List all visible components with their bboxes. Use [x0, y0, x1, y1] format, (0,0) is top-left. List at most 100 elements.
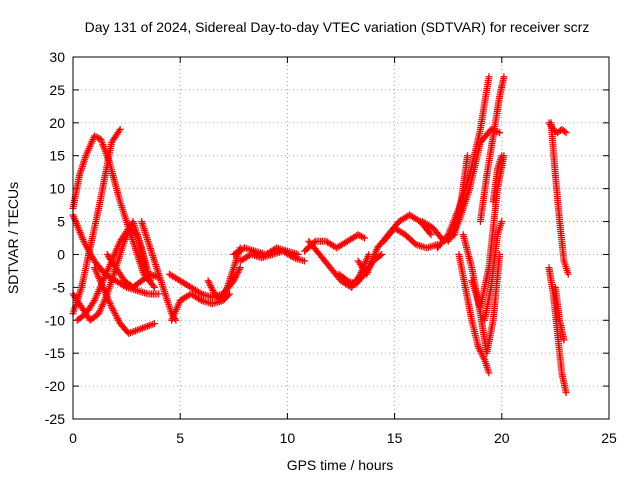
plot-frame — [72, 56, 610, 420]
data-point — [217, 297, 225, 305]
data-point — [378, 250, 386, 258]
marker — [145, 322, 153, 330]
marker — [92, 133, 100, 141]
marker — [149, 320, 157, 328]
data-point — [474, 343, 482, 351]
marker — [235, 265, 243, 273]
marker — [218, 295, 226, 303]
y-tick-label: 20 — [49, 115, 65, 131]
data-point — [498, 218, 506, 226]
data-point — [204, 277, 212, 285]
marker — [94, 134, 102, 142]
series-track-26 — [481, 218, 506, 324]
marker — [114, 315, 122, 323]
x-tick-label: 25 — [601, 430, 617, 446]
series-track-30 — [545, 264, 570, 397]
y-tick-label: 0 — [57, 246, 65, 262]
data-point — [150, 320, 158, 328]
data-point — [485, 369, 493, 377]
series-track-7 — [103, 250, 163, 291]
data-series — [69, 73, 572, 397]
data-point — [142, 323, 150, 331]
marker — [345, 277, 353, 285]
data-point — [560, 336, 568, 344]
series-track-28 — [545, 119, 570, 137]
marker — [126, 329, 134, 337]
data-point — [236, 264, 244, 272]
series-track-8 — [138, 218, 180, 324]
marker — [356, 232, 364, 240]
marker — [310, 239, 318, 247]
marker — [140, 324, 148, 332]
marker — [220, 290, 228, 298]
marker — [475, 344, 483, 352]
data-point — [146, 270, 154, 278]
y-tick-label: -5 — [53, 279, 66, 295]
marker — [231, 273, 239, 281]
data-point — [150, 283, 158, 291]
series-track-20 — [433, 73, 493, 252]
series-track-27 — [489, 152, 506, 206]
x-tick-label: 15 — [387, 430, 403, 446]
x-tick-label: 5 — [176, 430, 184, 446]
y-tick-label: 30 — [49, 49, 65, 65]
marker — [347, 278, 355, 286]
marker — [206, 280, 214, 288]
data-point — [361, 234, 369, 242]
data-point — [562, 129, 570, 137]
y-tick-label: -25 — [45, 411, 65, 427]
marker — [149, 282, 157, 290]
data-point — [146, 277, 154, 285]
data-point — [90, 132, 98, 140]
marker — [221, 288, 229, 296]
grid-lines — [73, 57, 609, 419]
marker — [115, 127, 123, 135]
data-point — [343, 277, 351, 285]
marker — [128, 328, 136, 336]
chart-title: Day 131 of 2024, Sidereal Day-to-day VTE… — [85, 19, 590, 35]
data-point — [498, 152, 506, 160]
marker — [288, 253, 296, 261]
data-point — [108, 303, 116, 311]
marker — [196, 296, 204, 304]
series-track-31 — [551, 283, 568, 344]
marker — [114, 316, 122, 324]
marker — [223, 285, 231, 293]
marker — [219, 293, 227, 301]
series-track-21 — [444, 125, 504, 245]
series-track-24 — [468, 152, 508, 311]
marker — [138, 324, 146, 332]
marker — [476, 346, 484, 354]
marker — [111, 310, 119, 318]
marker — [231, 275, 239, 283]
data-point — [155, 290, 163, 298]
marker — [137, 325, 145, 333]
marker — [196, 289, 204, 297]
series-track-25 — [476, 73, 508, 226]
y-tick-label: 25 — [49, 82, 65, 98]
y-axis-label: SDTVAR / TECUs — [5, 182, 21, 294]
series-track-29 — [547, 119, 572, 278]
marker — [109, 306, 117, 314]
marker — [135, 325, 143, 333]
data-point — [562, 389, 570, 397]
marker — [479, 352, 487, 360]
marker — [480, 354, 488, 362]
data-point — [427, 231, 435, 239]
marker — [113, 313, 121, 321]
x-tick-label: 0 — [69, 430, 77, 446]
marker — [112, 311, 120, 319]
y-tick-label: -15 — [45, 345, 65, 361]
data-point — [125, 329, 133, 337]
data-point — [500, 73, 508, 81]
series-track-6 — [90, 264, 158, 337]
marker — [108, 305, 116, 313]
marker — [144, 322, 152, 330]
y-tick-label: -20 — [45, 378, 65, 394]
series-track-22 — [455, 250, 493, 377]
marker — [147, 321, 155, 329]
marker — [205, 278, 213, 286]
marker — [376, 252, 384, 260]
marker — [477, 348, 485, 356]
